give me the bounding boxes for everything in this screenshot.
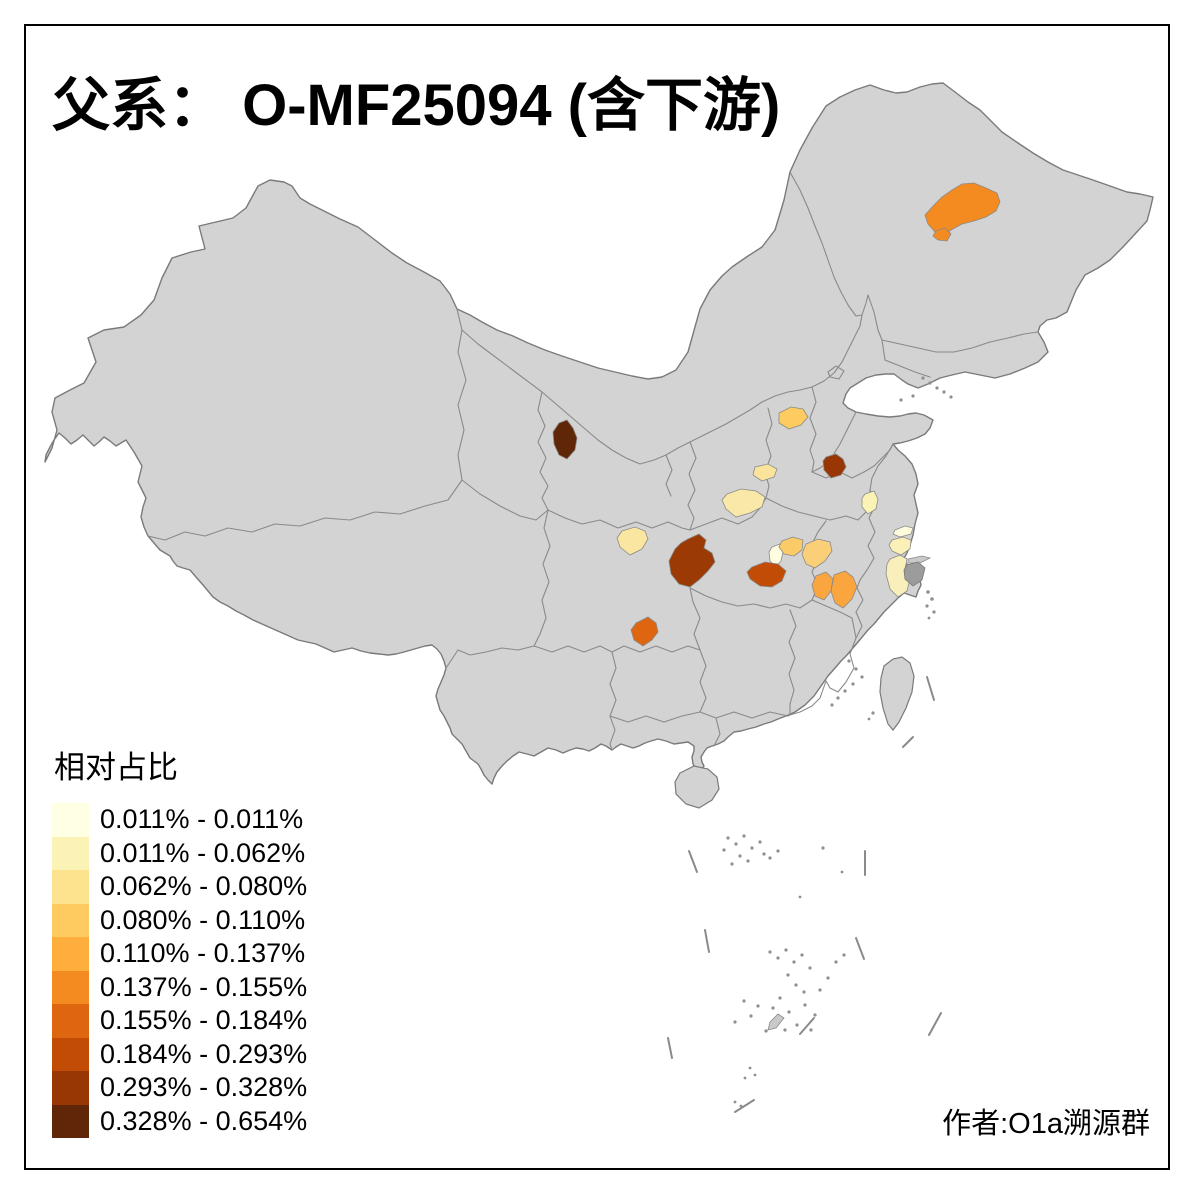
island-specks <box>722 376 953 1108</box>
map-region-shaanxi-big <box>721 488 766 518</box>
legend-class-label: 0.155% - 0.184% <box>100 1005 308 1036</box>
legend-row-4: 0.110% - 0.137% <box>52 937 307 971</box>
attribution-text: 作者:O1a溯源群 <box>942 1108 1150 1140</box>
map-region-hubei-dark <box>746 561 787 588</box>
mainland-outline <box>44 82 1154 785</box>
legend-swatch <box>52 836 89 870</box>
legend-swatch <box>52 1004 89 1038</box>
hainan-island <box>674 765 720 809</box>
map-region-jiangsu-sliver <box>892 525 914 538</box>
legend-row-9: 0.328% - 0.654% <box>52 1104 308 1138</box>
map-region-zhejiang-north <box>885 554 911 598</box>
south-sea-islet <box>767 1013 785 1031</box>
map-region-chongqing <box>668 533 716 588</box>
legend-row-7: 0.184% - 0.293% <box>52 1037 308 1071</box>
legend-class-label: 0.011% - 0.011% <box>100 804 304 835</box>
legend-class-label: 0.062% - 0.080% <box>100 871 308 902</box>
map-region-henan-north <box>822 453 847 479</box>
map-region-sichuan <box>616 526 649 556</box>
nine-dash-line <box>667 676 942 1113</box>
legend-swatch <box>52 1071 89 1105</box>
map-region-gansu-dark <box>552 419 578 460</box>
legend-row-0: 0.011% - 0.011% <box>52 803 307 837</box>
legend-swatch <box>52 937 89 971</box>
legend-swatch <box>52 970 89 1004</box>
map-region-hubei-left <box>778 536 804 557</box>
legend-row-8: 0.293% - 0.328% <box>52 1071 307 1105</box>
legend-row-2: 0.062% - 0.080% <box>52 870 307 904</box>
map-region-guizhou <box>630 616 659 647</box>
map-region-jiangsu-north <box>861 490 879 515</box>
taiwan-island <box>879 656 915 731</box>
map-region-shanxi <box>778 406 809 430</box>
legend-swatch <box>52 903 89 937</box>
legend-class-label: 0.293% - 0.328% <box>100 1072 308 1103</box>
legend-swatch <box>52 1037 89 1071</box>
islands <box>674 656 915 1031</box>
map-region-hubei-right <box>801 538 833 569</box>
map-region-anhui-west <box>811 571 834 601</box>
legend-title: 相对占比 <box>54 750 178 785</box>
legend-row-3: 0.080% - 0.110% <box>52 903 307 937</box>
map-region-jiangsu-south <box>888 536 912 556</box>
map-region-shaanxi-small <box>752 463 778 482</box>
colored-regions-layer <box>552 182 1001 647</box>
legend-row-6: 0.155% - 0.184% <box>52 1004 307 1038</box>
legend-row-1: 0.011% - 0.062% <box>52 836 307 870</box>
map-region-northeast-main <box>924 182 1001 238</box>
legend-class-label: 0.184% - 0.293% <box>100 1038 308 1069</box>
legend-class-label: 0.137% - 0.155% <box>100 971 308 1002</box>
map-legend: 相对占比 0.011% - 0.011% 0.011% - 0.062% 0.062… <box>52 742 307 1138</box>
legend-class-label: 0.328% - 0.654% <box>100 1105 308 1136</box>
plot-frame <box>24 24 1170 1170</box>
legend-class-label: 0.110% - 0.137% <box>100 938 306 969</box>
page-title: 父系： O-MF25094 (含下游) <box>52 73 781 138</box>
legend-class-label: 0.080% - 0.110% <box>100 904 306 935</box>
legend-swatch <box>52 803 89 837</box>
shanghai-cluster <box>903 555 932 587</box>
map-region-anhui-east <box>830 570 858 609</box>
legend-swatch <box>52 1104 89 1138</box>
legend-rows: 0.011% - 0.011% 0.011% - 0.062% 0.062% - 0… <box>52 803 307 1138</box>
legend-class-label: 0.011% - 0.062% <box>100 837 306 868</box>
legend-row-5: 0.137% - 0.155% <box>52 970 308 1004</box>
legend-swatch <box>52 870 89 904</box>
map-region-northeast-small <box>932 227 952 242</box>
